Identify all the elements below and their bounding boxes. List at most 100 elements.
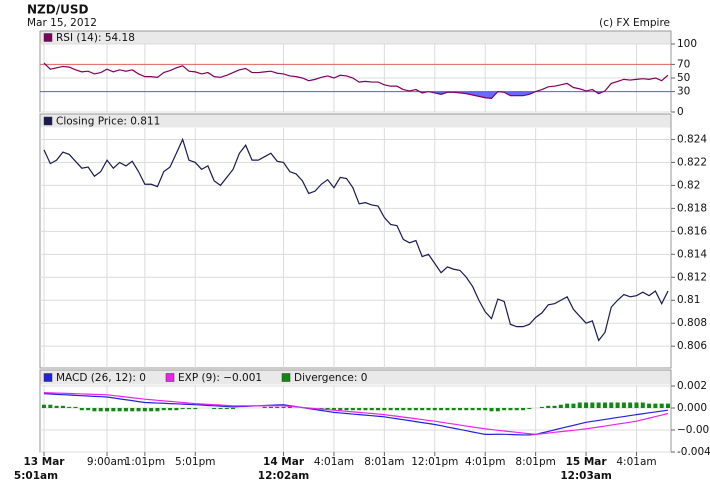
divergence-bar <box>382 408 387 411</box>
y-tick-label: 0.824 <box>677 133 707 145</box>
divergence-bar <box>483 408 488 411</box>
divergence-bar <box>602 402 607 408</box>
panel <box>39 113 672 369</box>
divergence-bar <box>73 406 78 408</box>
legend-label: EXP (9): −0.001 <box>178 372 262 384</box>
divergence-bar <box>218 408 223 410</box>
divergence-bar <box>388 408 393 411</box>
divergence-bar <box>521 408 526 411</box>
divergence-bar <box>495 408 500 412</box>
divergence-bar <box>231 408 236 410</box>
divergence-bar <box>476 408 481 411</box>
divergence-bar <box>142 408 147 412</box>
series-line <box>43 392 669 436</box>
divergence-bar <box>325 408 330 410</box>
divergence-bar <box>508 408 513 411</box>
divergence-bar <box>281 406 286 408</box>
x-tick-label: 8:01pm <box>515 456 555 468</box>
divergence-bar <box>287 406 292 408</box>
divergence-bar <box>426 408 431 411</box>
y-tick-label: 0.814 <box>677 248 707 260</box>
divergence-bar <box>350 408 355 411</box>
y-tick-label: -0.004 <box>677 446 710 458</box>
divergence-bar <box>565 403 570 408</box>
divergence-bar <box>136 408 141 412</box>
divergence-bar <box>502 408 507 411</box>
divergence-bar <box>394 408 399 411</box>
divergence-bar <box>42 404 46 408</box>
divergence-bar <box>174 408 179 411</box>
legend-label: Divergence: 0 <box>294 372 367 384</box>
x-tick-line: 12:03am <box>560 470 612 482</box>
divergence-bar <box>262 406 267 408</box>
rsi-fill <box>44 91 668 99</box>
credit: (c) FX Empire <box>599 17 670 29</box>
x-tick-label: 8:01am <box>364 456 404 468</box>
divergence-bar <box>155 408 160 412</box>
divergence-bar <box>659 403 664 408</box>
divergence-bar <box>344 408 349 411</box>
divergence-bar <box>653 403 658 408</box>
legend-swatch <box>43 33 53 42</box>
divergence-bar <box>420 408 425 411</box>
legend-label: MACD (26, 12): 0 <box>56 372 146 384</box>
divergence-bar <box>161 408 166 411</box>
legend-label: RSI (14): 54.18 <box>56 32 135 44</box>
divergence-bar <box>105 408 110 412</box>
y-tick-label: 0.812 <box>677 271 707 283</box>
x-tick-label: 9:00am <box>87 456 127 468</box>
x-tick-line: 12:02am <box>258 470 310 482</box>
x-tick-line: 14 Mar <box>263 456 305 468</box>
divergence-bar <box>666 403 670 408</box>
y-tick-label: 0.816 <box>677 225 707 237</box>
divergence-bar <box>376 408 381 411</box>
divergence-bar <box>527 408 532 410</box>
x-tick-label: 1:01pm <box>125 456 165 468</box>
y-tick-label: 0.818 <box>677 202 707 214</box>
divergence-bar <box>596 402 601 408</box>
divergence-bar <box>464 408 469 411</box>
divergence-bar <box>432 408 437 411</box>
x-tick-label: 4:01pm <box>465 456 505 468</box>
divergence-bar <box>640 402 645 408</box>
legend-bar <box>40 31 671 44</box>
y-tick-label: 0.808 <box>677 317 707 329</box>
divergence-bar <box>584 402 589 408</box>
y-tick-label: 30 <box>677 86 690 98</box>
divergence-bar <box>451 408 456 411</box>
divergence-bar <box>413 408 418 411</box>
divergence-bar <box>48 404 53 408</box>
y-tick-label: −0.002 <box>677 424 710 436</box>
divergence-bar <box>111 408 116 412</box>
y-tick-label: 50 <box>677 72 690 84</box>
divergence-bar <box>514 408 519 411</box>
series-line <box>43 62 669 100</box>
divergence-bar <box>407 408 412 411</box>
divergence-bar <box>224 408 229 410</box>
chart-title: NZD/USD <box>27 3 88 17</box>
divergence-bar <box>369 408 374 411</box>
divergence-bar <box>212 408 217 410</box>
series-line <box>43 137 669 342</box>
legend-bar <box>40 370 671 385</box>
divergence-bar <box>615 402 620 408</box>
divergence-bar <box>571 403 576 408</box>
y-tick-label: 0.82 <box>677 179 700 191</box>
divergence-bar <box>470 408 475 411</box>
x-tick-line: 13 Mar <box>24 456 66 468</box>
divergence-bar <box>331 408 336 411</box>
divergence-bar <box>67 406 72 408</box>
y-tick-label: 0 <box>677 106 684 118</box>
y-tick-label: 0.002 <box>677 380 707 392</box>
y-tick-label: 0.822 <box>677 156 707 168</box>
x-tick-label: 14 Mar 12:02am <box>258 456 310 482</box>
divergence-bar <box>149 408 154 412</box>
divergence-bar <box>186 408 191 410</box>
divergence-bar <box>338 408 343 411</box>
divergence-bar <box>439 408 444 411</box>
legend-label: Closing Price: 0.811 <box>56 116 160 128</box>
divergence-bar <box>130 408 135 412</box>
series-line <box>43 393 669 436</box>
y-tick-label: 0.000 <box>677 402 707 414</box>
